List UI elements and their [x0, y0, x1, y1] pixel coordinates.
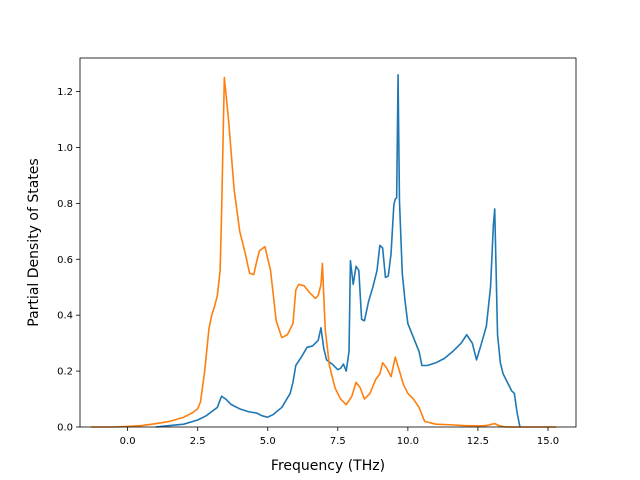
axes-frame [79, 57, 577, 428]
x-tick-label: 7.5 [330, 436, 346, 447]
y-tick-label: 0.8 [57, 199, 73, 210]
y-tick-label: 0.6 [57, 255, 73, 266]
plot-area [79, 57, 577, 428]
y-tick-label: 1.2 [57, 87, 73, 98]
x-tick-label: 0.0 [120, 436, 136, 447]
x-tick-label: 15.0 [537, 436, 559, 447]
y-axis-ticks: 0.0 0.2 0.4 0.6 0.8 1.0 1.2 [57, 87, 80, 434]
series-line-1 [155, 73, 521, 428]
x-tick-label: 10.0 [397, 436, 419, 447]
x-tick-label: 5.0 [260, 436, 276, 447]
y-tick-label: 0.4 [57, 311, 73, 322]
y-axis-label: Partial Density of States [26, 158, 42, 326]
x-tick-label: 12.5 [467, 436, 489, 447]
x-tick-label: 2.5 [190, 436, 206, 447]
series-line-2 [91, 76, 557, 428]
y-tick-label: 0.2 [57, 367, 73, 378]
x-axis-ticks: 0.0 2.5 5.0 7.5 10.0 12.5 15.0 [120, 427, 559, 447]
series-group [91, 73, 557, 428]
y-tick-label: 0.0 [57, 423, 73, 434]
axes-background [80, 58, 576, 427]
x-axis-label: Frequency (THz) [271, 458, 385, 474]
y-tick-label: 1.0 [57, 143, 73, 154]
